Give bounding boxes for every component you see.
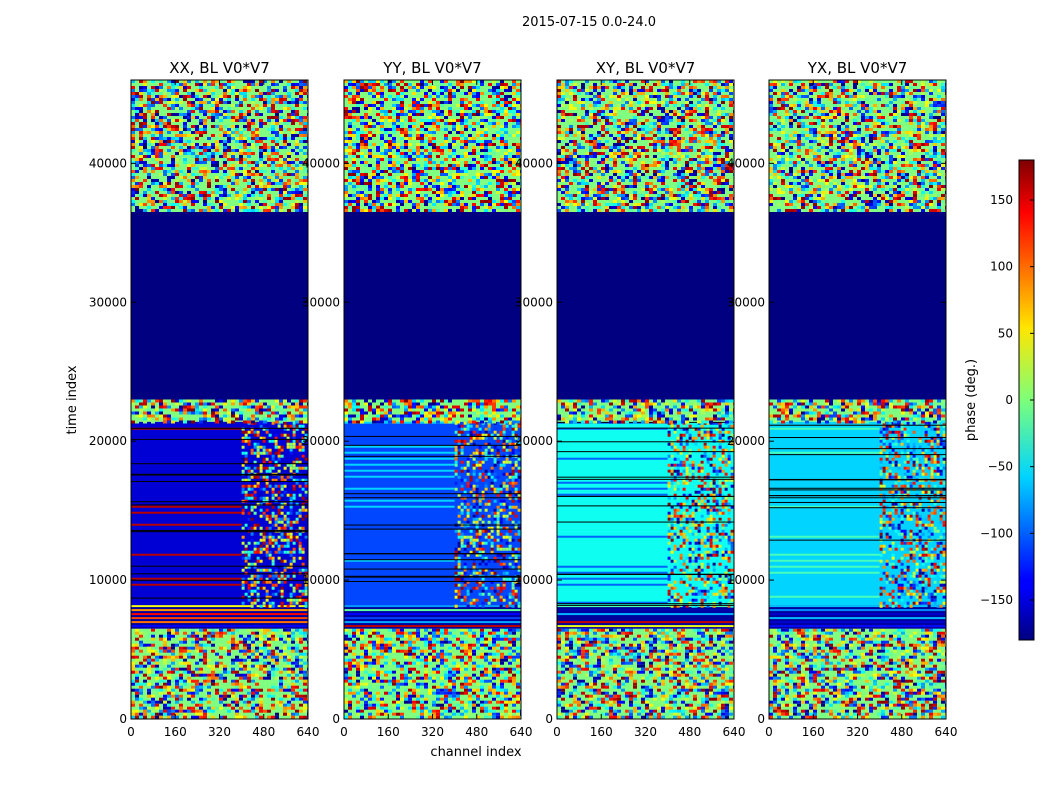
y-tick-label: 0 — [545, 712, 553, 726]
heatmap-band — [344, 605, 521, 629]
y-tick-label: 0 — [757, 712, 765, 726]
x-tick-label: 160 — [377, 725, 400, 739]
heatmap-band — [769, 628, 946, 719]
heatmap-band — [131, 211, 308, 400]
x-tick-label: 320 — [208, 725, 231, 739]
y-tick-label: 0 — [332, 712, 340, 726]
y-tick-label: 40000 — [515, 156, 553, 170]
heatmap-band — [557, 421, 734, 608]
colorbar-tick-label: 50 — [998, 326, 1013, 340]
heatmap-image — [557, 80, 734, 719]
heatmap-band — [557, 80, 734, 212]
heatmap-band — [769, 211, 946, 400]
x-tick-label: 480 — [890, 725, 913, 739]
heatmap-band — [344, 399, 521, 424]
colorbar-tick-label: 100 — [990, 260, 1013, 274]
x-axis-label: channel index — [430, 745, 521, 760]
heatmap-band — [557, 628, 734, 719]
figure-suptitle: 2015-07-15 0.0-24.0 — [522, 15, 656, 30]
heatmap-band — [131, 399, 308, 424]
y-tick-label: 10000 — [302, 573, 340, 587]
colorbar-tick-label: −150 — [980, 593, 1013, 607]
x-tick-label: 320 — [846, 725, 869, 739]
x-tick-label: 320 — [634, 725, 657, 739]
heatmap-band — [131, 421, 308, 608]
y-tick-label: 30000 — [727, 295, 765, 309]
y-tick-label: 10000 — [727, 573, 765, 587]
x-tick-label: 0 — [340, 725, 348, 739]
x-tick-label: 0 — [127, 725, 135, 739]
heatmap-band — [131, 80, 308, 212]
x-tick-label: 480 — [252, 725, 275, 739]
y-tick-label: 0 — [119, 712, 127, 726]
y-tick-label: 10000 — [89, 573, 127, 587]
colorbar-label: phase (deg.) — [964, 359, 979, 441]
y-tick-label: 20000 — [727, 434, 765, 448]
y-tick-label: 30000 — [302, 295, 340, 309]
x-tick-label: 640 — [510, 725, 533, 739]
y-tick-label: 40000 — [727, 156, 765, 170]
heatmap-image — [344, 80, 521, 719]
y-tick-label: 30000 — [515, 295, 553, 309]
colorbar: 150 100 50 0 −50 −100 −150 phase (deg.) — [964, 159, 1035, 641]
heatmap-band — [344, 421, 521, 608]
heatmap-band — [344, 628, 521, 719]
panel-1: XX, BL V0*V7 0 160 320 480 640 0 10000 20000 3000… — [89, 59, 320, 739]
x-tick-label: 160 — [164, 725, 187, 739]
y-tick-label: 20000 — [515, 434, 553, 448]
panel-title: XY, BL V0*V7 — [596, 59, 696, 77]
x-tick-label: 480 — [465, 725, 488, 739]
y-tick-label: 30000 — [89, 295, 127, 309]
x-tick-label: 0 — [765, 725, 773, 739]
colorbar-tick-label: 0 — [1005, 393, 1013, 407]
panel-3: XY, BL V0*V7 0 160 320 480 640 0 10000 20000 3000… — [515, 59, 746, 739]
panel-title: YX, BL V0*V7 — [807, 59, 908, 77]
panels: XX, BL V0*V7 0 160 320 480 640 0 10000 20000 3000… — [89, 59, 958, 739]
y-tick-label: 40000 — [302, 156, 340, 170]
colorbar-ticks: 150 100 50 0 −50 −100 −150 — [980, 193, 1034, 607]
heatmap-band — [131, 628, 308, 719]
panel-title: YY, BL V0*V7 — [382, 59, 481, 77]
x-tick-label: 640 — [935, 725, 958, 739]
y-tick-label: 20000 — [302, 434, 340, 448]
colorbar-tick-label: 150 — [990, 193, 1013, 207]
heatmap-band — [131, 605, 308, 629]
heatmap-band — [769, 80, 946, 212]
heatmap-band — [344, 80, 521, 212]
panel-title: XX, BL V0*V7 — [169, 59, 270, 77]
heatmap-image — [769, 80, 946, 719]
heatmap-band — [557, 399, 734, 424]
heatmap-band — [769, 421, 946, 608]
heatmap-image — [131, 80, 308, 719]
panel-2: YY, BL V0*V7 0 160 320 480 640 0 10000 20000 3000… — [302, 59, 533, 739]
y-axis-label: time index — [65, 365, 80, 434]
x-tick-label: 640 — [297, 725, 320, 739]
x-tick-label: 320 — [421, 725, 444, 739]
heatmap-band — [344, 211, 521, 400]
x-tick-label: 640 — [723, 725, 746, 739]
x-tick-label: 480 — [678, 725, 701, 739]
y-tick-label: 20000 — [89, 434, 127, 448]
x-tick-label: 160 — [802, 725, 825, 739]
heatmap-band — [769, 605, 946, 629]
heatmap-band — [769, 399, 946, 424]
heatmap-band — [557, 211, 734, 400]
heatmap-band — [557, 605, 734, 629]
y-tick-label: 10000 — [515, 573, 553, 587]
colorbar-tick-label: −100 — [980, 526, 1013, 540]
panel-4: YX, BL V0*V7 0 160 320 480 640 0 10000 20000 3000… — [727, 59, 958, 739]
y-tick-label: 40000 — [89, 156, 127, 170]
x-tick-label: 160 — [590, 725, 613, 739]
colorbar-tick-label: −50 — [988, 460, 1013, 474]
x-tick-label: 0 — [553, 725, 561, 739]
